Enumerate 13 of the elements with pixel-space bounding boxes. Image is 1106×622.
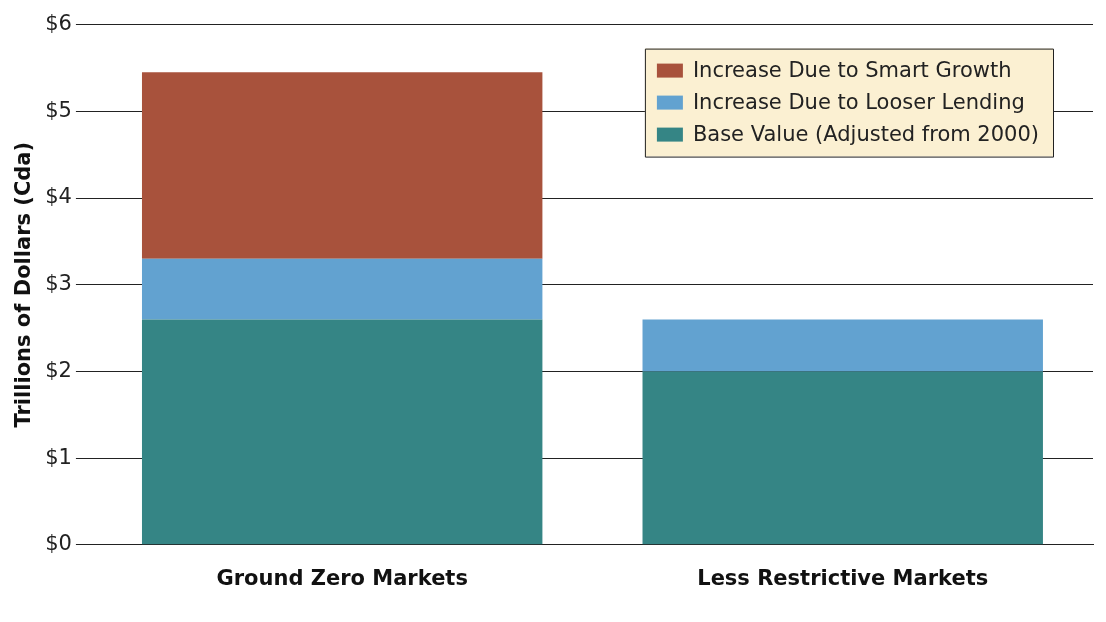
y-axis-title: Trillions of Dollars (Cda) [11,141,36,428]
y-tick-label: $1 [45,444,72,469]
legend-label: Increase Due to Smart Growth [692,58,1012,83]
x-tick-label: Less Restrictive Markets [697,565,989,590]
y-tick-label: $5 [45,97,72,122]
y-tick-label: $0 [45,531,72,556]
y-tick-label: $4 [45,184,72,209]
x-tick-label: Ground Zero Markets [216,565,468,590]
y-tick-label: $3 [45,271,72,296]
y-tick-label: $6 [45,11,72,36]
legend-label: Base Value (Adjusted from 2000) [692,122,1040,147]
y-tick-label: $2 [45,357,72,382]
legend-label: Increase Due to Looser Lending [692,90,1025,115]
